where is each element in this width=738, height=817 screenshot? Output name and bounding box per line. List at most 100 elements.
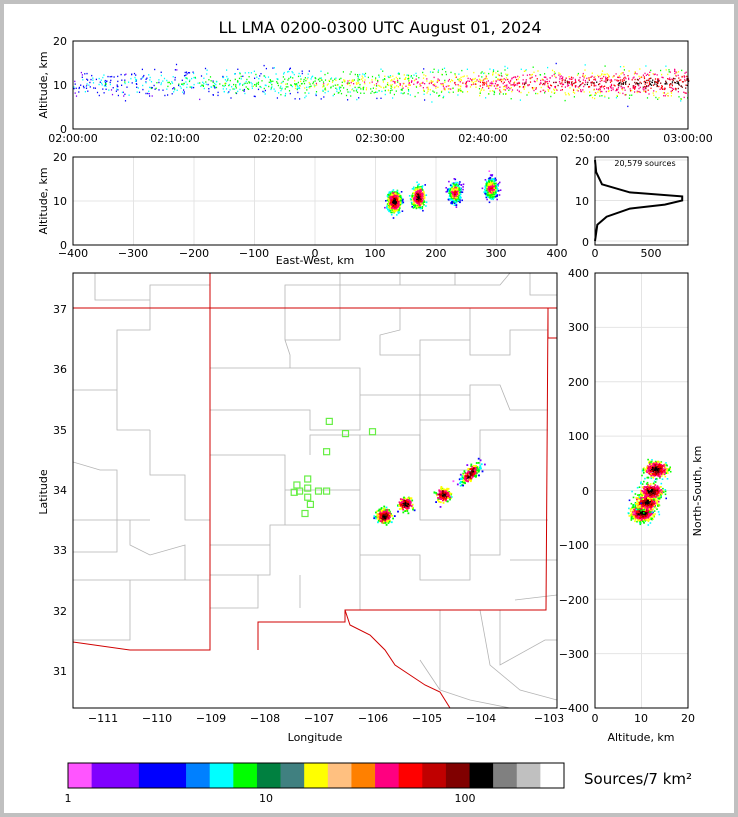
time-height-source [547, 86, 549, 89]
time-height-source [94, 87, 96, 89]
time-height-source [222, 84, 224, 87]
plan-source [386, 520, 388, 522]
time-height-source [597, 91, 599, 93]
time-height-source [247, 87, 249, 90]
time-height-source [89, 86, 91, 88]
time-height-source [239, 82, 241, 85]
time-height-source [646, 79, 648, 82]
ns-source [635, 513, 638, 516]
time-height-source [671, 89, 673, 92]
time-height-source [655, 91, 657, 93]
time-height-source [637, 79, 639, 81]
plan-source [439, 493, 442, 496]
time-height-source [387, 75, 389, 78]
time-height-source [649, 77, 651, 80]
time-height-source [224, 79, 226, 81]
ns-source [638, 511, 640, 514]
plan-view-sources [373, 457, 486, 526]
time-height-source [324, 92, 326, 94]
time-height-source [182, 84, 184, 86]
time-height-source [314, 80, 316, 82]
lma-station-marker [368, 428, 377, 436]
ew-source [389, 192, 392, 195]
plan-source [460, 478, 463, 480]
time-height-source [613, 75, 615, 77]
time-height-source [622, 92, 624, 95]
ew-source [484, 179, 487, 181]
time-height-source [427, 86, 429, 88]
ew-source [485, 180, 488, 183]
ew-source [401, 201, 403, 204]
ew-source [491, 180, 493, 182]
ew-source [494, 185, 497, 187]
time-height-source [431, 81, 433, 83]
time-height-source [547, 89, 549, 91]
ns-source [649, 522, 652, 524]
time-height-source [292, 77, 294, 79]
plan-source [443, 494, 446, 497]
ew-source [458, 187, 460, 190]
time-height-source [582, 72, 584, 75]
ew-source [414, 189, 417, 192]
ew-source [393, 192, 395, 194]
time-height-source [233, 83, 235, 86]
time-height-source [269, 79, 271, 81]
time-height-source [616, 94, 618, 97]
time-height-source [533, 71, 535, 73]
plan-source [448, 494, 450, 497]
map-xtick: −108 [250, 712, 280, 725]
time-height-source [194, 76, 196, 79]
time-height-source [248, 81, 250, 83]
time-height-source [632, 86, 634, 88]
time-height-source [676, 80, 678, 83]
time-height-source [306, 78, 308, 80]
time-height-source [677, 82, 680, 84]
ew-source [416, 197, 418, 199]
time-height-source [426, 92, 428, 94]
time-height-source [454, 73, 456, 75]
ew-source [414, 196, 416, 198]
ew-source [396, 202, 398, 205]
ew-source [459, 193, 461, 195]
ew-source [449, 188, 452, 191]
time-height-source [571, 84, 573, 87]
ew-source [487, 196, 490, 199]
time-height-source [482, 79, 485, 81]
time-height-source [497, 87, 499, 90]
ew-source [448, 195, 451, 197]
plan-source [405, 499, 408, 502]
ns-source [650, 509, 652, 512]
time-height-source [86, 72, 88, 75]
time-height-source [325, 89, 327, 91]
plan-source [389, 519, 391, 522]
time-height-source [315, 94, 317, 97]
time-height-source [656, 85, 658, 88]
ew-source [396, 190, 399, 192]
time-height-source [650, 77, 652, 79]
time-height-source [197, 82, 199, 84]
time-height-source [603, 80, 605, 82]
plan-source [443, 495, 446, 498]
time-height-source [444, 88, 446, 91]
time-height-source [499, 86, 501, 88]
time-height-source [685, 87, 687, 89]
ew-source [490, 192, 492, 195]
ew-source [454, 200, 456, 203]
time-height-source [607, 79, 609, 81]
time-height-source [102, 88, 104, 90]
time-height-source [525, 82, 527, 84]
time-height-source [324, 88, 326, 91]
time-height-source [389, 90, 392, 92]
time-height-source [585, 81, 587, 84]
plan-source [438, 493, 441, 496]
time-height-source [392, 80, 394, 83]
time-height-source [310, 78, 312, 80]
time-height-source [351, 79, 353, 81]
plan-source [375, 516, 377, 518]
time-height-source [544, 73, 546, 75]
time-height-source [136, 91, 138, 93]
time-height-source [214, 87, 216, 89]
time-height-source [280, 89, 282, 92]
time-height-source [612, 76, 614, 78]
time-height-source [605, 78, 607, 80]
